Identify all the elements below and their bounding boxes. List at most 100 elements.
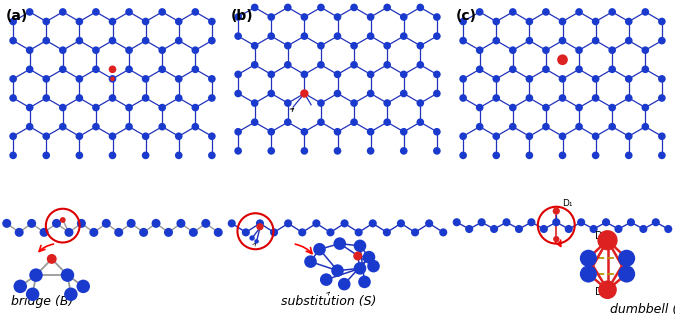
Circle shape <box>59 66 67 73</box>
Circle shape <box>608 104 616 111</box>
Circle shape <box>92 66 100 73</box>
Circle shape <box>9 151 17 159</box>
Circle shape <box>159 123 166 131</box>
Circle shape <box>77 219 86 228</box>
Circle shape <box>249 235 254 241</box>
Circle shape <box>476 66 483 73</box>
Circle shape <box>641 66 649 73</box>
Circle shape <box>109 37 116 45</box>
Circle shape <box>175 37 182 45</box>
Circle shape <box>553 236 560 242</box>
Circle shape <box>416 4 424 11</box>
Circle shape <box>317 99 325 107</box>
Circle shape <box>383 99 391 107</box>
Circle shape <box>493 94 500 102</box>
Circle shape <box>59 123 67 131</box>
Circle shape <box>625 37 632 45</box>
Circle shape <box>175 151 182 159</box>
Circle shape <box>284 4 292 11</box>
Circle shape <box>92 104 100 111</box>
Circle shape <box>43 151 50 159</box>
Circle shape <box>526 75 533 83</box>
Circle shape <box>542 46 549 54</box>
Circle shape <box>300 71 308 78</box>
Circle shape <box>43 18 50 25</box>
Circle shape <box>234 13 242 21</box>
Circle shape <box>14 280 27 293</box>
Circle shape <box>267 128 275 136</box>
Circle shape <box>298 228 306 236</box>
Circle shape <box>327 228 335 236</box>
Circle shape <box>575 123 583 131</box>
Circle shape <box>493 132 500 140</box>
Circle shape <box>267 32 275 40</box>
Circle shape <box>553 207 560 214</box>
Circle shape <box>284 118 292 126</box>
Text: D₂: D₂ <box>595 287 607 297</box>
Circle shape <box>664 225 672 233</box>
Circle shape <box>192 8 199 16</box>
Circle shape <box>367 147 375 155</box>
Circle shape <box>89 228 99 237</box>
Circle shape <box>333 237 346 250</box>
Circle shape <box>559 37 566 45</box>
Circle shape <box>251 61 259 69</box>
Circle shape <box>64 288 78 301</box>
Circle shape <box>43 132 50 140</box>
Circle shape <box>214 228 223 237</box>
Circle shape <box>26 104 34 111</box>
Circle shape <box>383 42 391 49</box>
Circle shape <box>559 75 566 83</box>
Circle shape <box>142 94 149 102</box>
Circle shape <box>542 66 549 73</box>
Circle shape <box>439 228 448 236</box>
Circle shape <box>476 46 483 54</box>
Circle shape <box>142 151 149 159</box>
Circle shape <box>175 132 182 140</box>
Circle shape <box>658 94 666 102</box>
Circle shape <box>43 75 50 83</box>
Circle shape <box>109 151 116 159</box>
Circle shape <box>526 37 533 45</box>
Circle shape <box>400 13 408 21</box>
Circle shape <box>47 254 57 264</box>
Circle shape <box>367 128 375 136</box>
Circle shape <box>9 132 17 140</box>
Circle shape <box>234 128 242 136</box>
Circle shape <box>300 32 308 40</box>
Circle shape <box>614 225 622 233</box>
Circle shape <box>625 94 632 102</box>
Circle shape <box>234 90 242 97</box>
Circle shape <box>201 219 211 228</box>
Circle shape <box>526 151 533 159</box>
Circle shape <box>208 151 216 159</box>
Circle shape <box>509 66 516 73</box>
Circle shape <box>509 8 516 16</box>
Circle shape <box>59 104 67 111</box>
Circle shape <box>580 266 597 282</box>
Circle shape <box>350 42 358 49</box>
Circle shape <box>254 239 259 244</box>
Circle shape <box>625 75 632 83</box>
Circle shape <box>559 132 566 140</box>
Circle shape <box>300 89 308 98</box>
Circle shape <box>575 104 583 111</box>
Circle shape <box>465 225 473 233</box>
Circle shape <box>256 219 264 228</box>
Circle shape <box>350 4 358 11</box>
Circle shape <box>542 104 549 111</box>
Circle shape <box>320 273 333 286</box>
Circle shape <box>476 123 483 131</box>
Circle shape <box>367 71 375 78</box>
Circle shape <box>76 37 83 45</box>
Circle shape <box>300 147 308 155</box>
Circle shape <box>602 218 610 226</box>
Text: (a): (a) <box>5 9 28 23</box>
Circle shape <box>493 75 500 83</box>
Circle shape <box>658 75 666 83</box>
Circle shape <box>625 132 632 140</box>
Circle shape <box>192 66 199 73</box>
Circle shape <box>26 123 34 131</box>
Circle shape <box>340 219 348 228</box>
Circle shape <box>589 225 597 233</box>
